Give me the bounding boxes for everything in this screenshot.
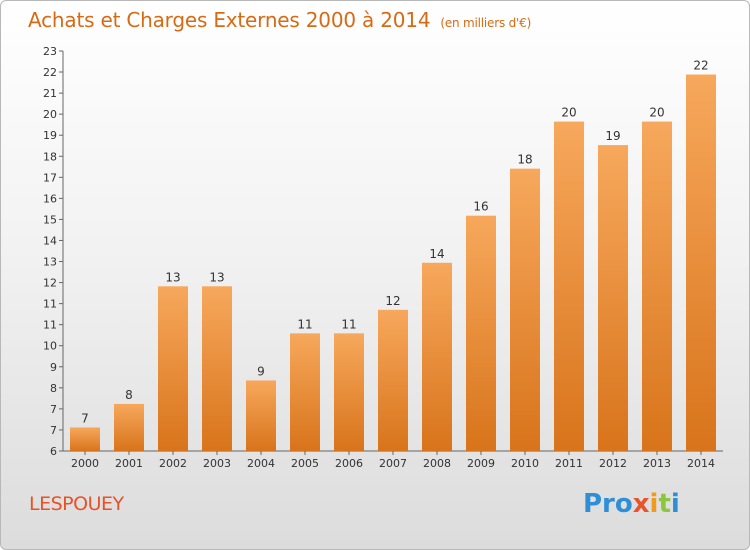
data-label-2007: 12	[385, 294, 400, 308]
bar-2013	[642, 121, 672, 452]
x-tick-label-2011: 2011	[555, 457, 583, 470]
y-tick-label: 15	[43, 213, 57, 226]
x-tick-label-2009: 2009	[467, 457, 495, 470]
axes: 6 7 7 8 9 10 11 11 12 13 14 15 16 17 18 19 20 21 22 23	[43, 45, 723, 458]
y-tick-label: 7	[50, 424, 57, 437]
bar-2000	[70, 427, 100, 451]
x-tick-label-2005: 2005	[291, 457, 319, 470]
x-tick-label-2007: 2007	[379, 457, 407, 470]
logo-part-3: i	[649, 489, 659, 519]
y-tick-label: 18	[43, 150, 57, 163]
bar-2006	[334, 333, 364, 451]
bar-2003	[202, 286, 232, 451]
x-tick-label-2013: 2013	[643, 457, 671, 470]
y-tick-label: 16	[43, 192, 57, 205]
y-tick-label: 19	[43, 129, 57, 142]
chart-subtitle: (en milliers d'€)	[440, 16, 532, 30]
data-label-2005: 11	[297, 317, 312, 331]
bar-2009	[466, 215, 496, 451]
bar-2008	[422, 262, 452, 451]
data-label-2010: 18	[517, 153, 532, 167]
x-tick-label-2000: 2000	[71, 457, 99, 470]
data-label-2008: 14	[429, 247, 444, 261]
data-label-2002: 13	[165, 270, 180, 284]
commune-name: LESPOUEY	[29, 493, 124, 515]
y-tick-label: 11	[43, 319, 57, 332]
data-label-2004: 9	[257, 364, 265, 378]
bar-2011	[554, 121, 584, 452]
y-tick-label: 10	[43, 340, 57, 353]
bar-2010	[510, 168, 540, 451]
bar-2004	[246, 380, 276, 451]
logo-part-4: t	[658, 489, 671, 519]
y-tick-label: 6	[50, 445, 57, 458]
bar-2002	[158, 286, 188, 451]
x-tick-label-2002: 2002	[159, 457, 187, 470]
x-tick-label-2012: 2012	[599, 457, 627, 470]
data-label-2001: 8	[125, 388, 133, 402]
y-tick-label: 9	[50, 361, 57, 374]
data-label-2003: 13	[209, 270, 224, 284]
bar-2005	[290, 333, 320, 451]
y-tick-label: 22	[43, 66, 57, 79]
y-tick-label: 17	[43, 171, 57, 184]
y-tick-label: 13	[43, 256, 57, 269]
data-label-2000: 7	[81, 411, 89, 425]
data-label-2009: 16	[473, 200, 488, 214]
data-label-2013: 20	[649, 106, 664, 120]
x-tick-label-2010: 2010	[511, 457, 539, 470]
bar-2007	[378, 309, 408, 451]
data-label-2011: 20	[561, 106, 576, 120]
x-tick-label-2006: 2006	[335, 457, 363, 470]
y-tick-label: 20	[43, 108, 57, 121]
y-tick-label: 23	[43, 45, 57, 58]
chart-title-text: Achats et Charges Externes 2000 à 2014	[28, 8, 431, 32]
bar-2012	[598, 145, 628, 451]
logo-part-5: i	[670, 489, 680, 519]
logo-part-1: Pro	[583, 489, 633, 519]
y-tick-label: 11	[43, 298, 57, 311]
y-tick-label: 7	[50, 403, 57, 416]
labels: 2000 7 2001 8 2002 13 2003 13 2004 9 2005 11 2006 11 2…	[71, 59, 715, 470]
data-label-2006: 11	[341, 317, 356, 331]
data-label-2014: 22	[693, 59, 708, 73]
x-tick-label-2014: 2014	[687, 457, 715, 470]
proxiti-logo: Proxiti	[583, 489, 680, 519]
chart-title: Achats et Charges Externes 2000 à 2014 (e…	[28, 8, 531, 32]
y-tick-label: 21	[43, 87, 57, 100]
y-tick-label: 12	[43, 277, 57, 290]
y-tick-label: 8	[50, 382, 57, 395]
x-tick-label-2008: 2008	[423, 457, 451, 470]
bar-2014	[686, 74, 716, 451]
bars	[70, 74, 716, 452]
y-tick-label: 14	[43, 234, 57, 247]
logo-part-2: x	[632, 489, 650, 519]
bar-2001	[114, 403, 144, 451]
x-tick-label-2001: 2001	[115, 457, 143, 470]
data-label-2012: 19	[605, 129, 620, 143]
x-tick-label-2003: 2003	[203, 457, 231, 470]
x-tick-label-2004: 2004	[247, 457, 275, 470]
